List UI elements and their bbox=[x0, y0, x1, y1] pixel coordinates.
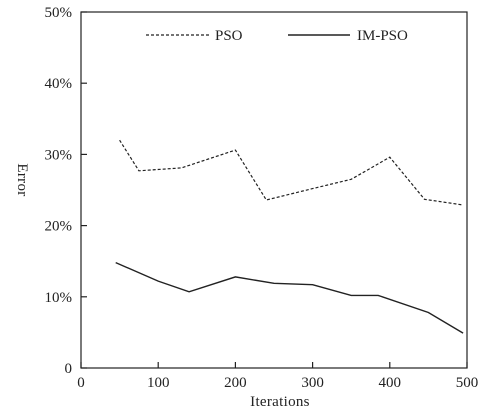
y-tick-label: 0 bbox=[65, 361, 73, 377]
series-line-pso bbox=[119, 139, 464, 206]
y-tick-label: 50% bbox=[45, 5, 73, 21]
series-line-im-pso bbox=[115, 261, 464, 334]
y-tick-label: 20% bbox=[45, 219, 73, 235]
legend-label-im-pso: IM-PSO bbox=[357, 28, 408, 44]
y-tick-label: 10% bbox=[45, 290, 73, 306]
x-tick-label: 0 bbox=[77, 375, 85, 391]
x-tick-label: 500 bbox=[456, 375, 479, 391]
series-layer bbox=[115, 139, 464, 334]
plot-frame bbox=[80, 11, 468, 369]
y-axis-title: Error bbox=[14, 163, 30, 196]
x-axis-ticks: 0 100 200 300 400 500 bbox=[77, 362, 478, 391]
x-tick-label: 400 bbox=[379, 375, 402, 391]
legend-label-pso: PSO bbox=[215, 28, 243, 44]
x-tick-label: 100 bbox=[147, 375, 170, 391]
y-tick-label: 30% bbox=[45, 147, 73, 163]
x-tick-label: 200 bbox=[224, 375, 247, 391]
legend: PSO IM-PSO bbox=[146, 28, 408, 44]
y-axis-ticks: 0 10% 20% 30% 40% 50% bbox=[45, 5, 87, 377]
x-tick-label: 300 bbox=[301, 375, 324, 391]
x-axis-title: Iterations bbox=[250, 394, 310, 410]
y-tick-label: 40% bbox=[45, 76, 73, 92]
